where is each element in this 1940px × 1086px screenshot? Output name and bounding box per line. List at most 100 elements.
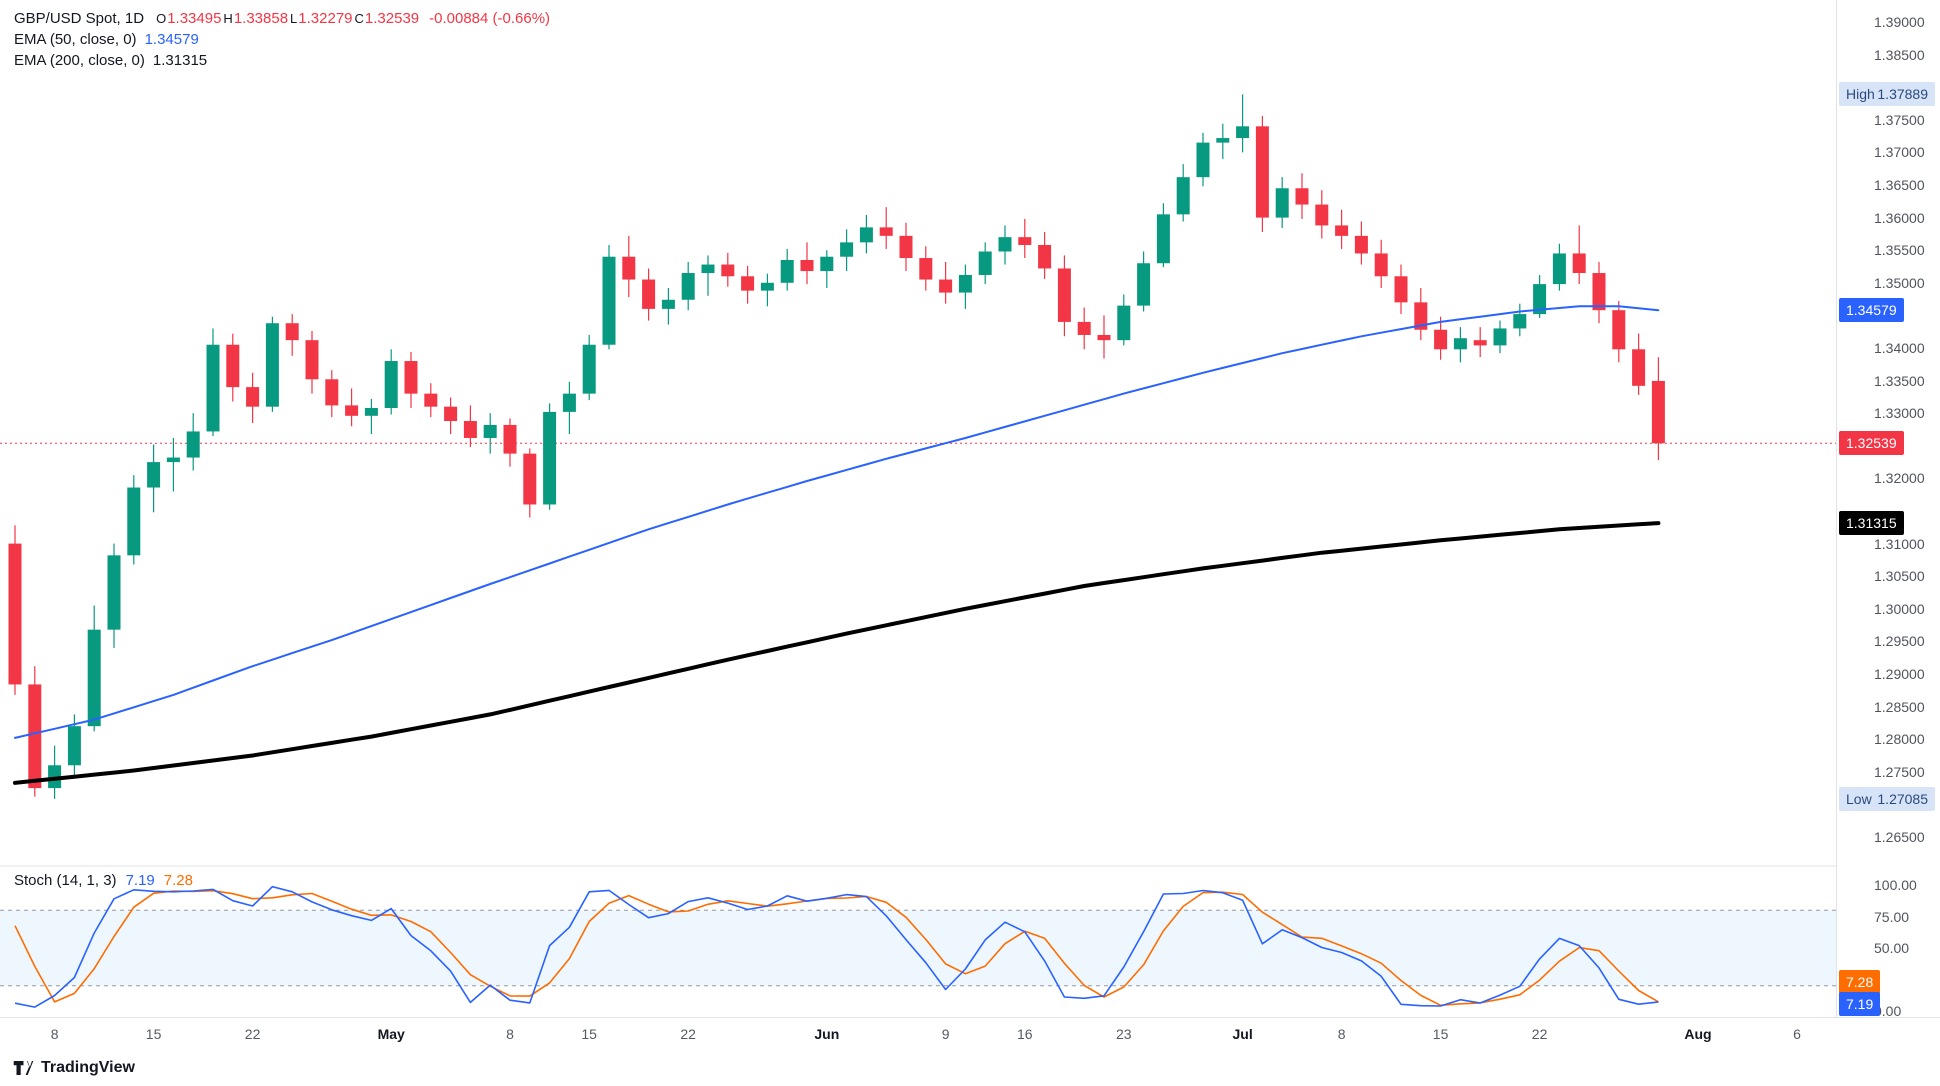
ema200-legend-row[interactable]: EMA (200, close, 0) 1.31315 — [14, 50, 550, 71]
candle — [701, 255, 715, 296]
candle — [384, 349, 398, 415]
ema-200-line — [13, 521, 1661, 785]
candle — [1196, 132, 1210, 187]
candle — [503, 418, 517, 467]
price-axis-label: 1.38500 — [1874, 46, 1925, 63]
time-axis-label: 9 — [941, 1026, 950, 1042]
candle — [642, 268, 656, 321]
time-axis-label: Aug — [1684, 1026, 1712, 1042]
ema200-value: 1.31315 — [152, 52, 208, 69]
candle — [899, 222, 913, 272]
stoch-axis-label: 0.00 — [1874, 1003, 1902, 1019]
price-axis-label: 1.28000 — [1874, 731, 1925, 748]
price-axis-label: 1.33500 — [1874, 372, 1925, 389]
ema50-price-badge: 1.34579 — [1839, 298, 1904, 323]
candle — [1077, 307, 1091, 350]
price-axis-label: 1.31000 — [1874, 535, 1925, 552]
price-axis-label: 1.35500 — [1874, 242, 1925, 259]
candle — [1335, 209, 1349, 249]
candle — [404, 351, 418, 408]
time-axis-label: Jul — [1232, 1026, 1253, 1042]
candle — [622, 235, 636, 298]
price-axis-label: 1.28500 — [1874, 698, 1925, 715]
candle — [998, 225, 1012, 265]
price-axis-label: 1.33000 — [1874, 405, 1925, 422]
price-axis-label: 1.36000 — [1874, 209, 1925, 226]
stoch-k-value: 7.19 — [125, 872, 155, 889]
candle — [939, 261, 953, 304]
candle — [1018, 218, 1032, 259]
candle — [978, 242, 992, 285]
candle — [1255, 115, 1269, 232]
ema200-price-badge: 1.31315 — [1839, 511, 1904, 536]
price-axis-label: 1.27500 — [1874, 763, 1925, 780]
stoch-legend-row[interactable]: Stoch (14, 1, 3) 7.19 7.28 — [14, 872, 193, 889]
ema50-label: EMA (50, close, 0) — [14, 31, 137, 48]
candle — [345, 388, 359, 427]
ema-50-line — [14, 305, 1660, 739]
time-axis-label: 22 — [680, 1026, 696, 1042]
low-price-badge: Low 1.27085 — [1839, 786, 1935, 811]
time-axis-label: 15 — [145, 1026, 162, 1042]
candle — [760, 273, 774, 307]
candle — [1533, 274, 1547, 319]
candle — [1552, 243, 1566, 291]
candle — [1236, 94, 1250, 153]
time-axis-label: 22 — [244, 1026, 261, 1042]
price-axis-label: 1.37500 — [1874, 111, 1925, 128]
ohlc-l-value: L1.32279 — [290, 10, 353, 27]
candle — [661, 288, 675, 325]
stoch-band-fill — [0, 910, 1836, 986]
candle — [424, 383, 438, 418]
candle — [523, 448, 537, 518]
time-axis-label: May — [377, 1026, 405, 1042]
candle — [206, 328, 220, 437]
price-axis-label: 1.32000 — [1874, 470, 1925, 487]
time-axis[interactable]: 8 15 22 May 8 15 22 Jun 9 16 23 Jul 8 15 22 Aug 6 — [0, 1017, 1940, 1051]
symbol-legend-row[interactable]: GBP/USD Spot, 1D O1.33495 H1.33858 L1.3227… — [14, 8, 550, 29]
candle — [741, 265, 755, 304]
candle — [602, 244, 616, 350]
candle — [820, 250, 834, 289]
candle — [226, 333, 240, 402]
candle — [1374, 239, 1388, 289]
candle — [1592, 261, 1606, 324]
time-axis-label: 22 — [1531, 1026, 1548, 1042]
ema50-legend-row[interactable]: EMA (50, close, 0) 1.34579 — [14, 29, 550, 50]
price-axis-label: 1.34000 — [1874, 340, 1925, 356]
time-axis-label: 8 — [50, 1026, 59, 1042]
candle — [1176, 164, 1190, 222]
candle — [1493, 320, 1507, 354]
price-axis[interactable]: 1.39000 1.38500 1.37500 1.37000 1.36500 1.360… — [1836, 0, 1940, 1019]
stoch-axis-label: 50.00 — [1874, 940, 1910, 956]
time-axis-label: 15 — [1432, 1026, 1449, 1042]
candle — [1651, 357, 1665, 461]
price-axis-label: 1.29500 — [1874, 633, 1925, 650]
last-price-badge: 1.32539 — [1839, 431, 1904, 456]
candle — [246, 372, 260, 423]
ohlc-values: O1.33495 H1.33858 L1.32279 C1.32539 — [156, 8, 421, 29]
candle — [1473, 327, 1487, 358]
candle — [859, 214, 873, 254]
stoch-label: Stoch (14, 1, 3) — [14, 872, 117, 889]
ohlc-c-value: C1.32539 — [354, 10, 420, 27]
candle — [681, 261, 695, 311]
stoch-k-line — [14, 885, 1659, 1008]
candle — [166, 437, 180, 492]
tradingview-logo-text[interactable]: TradingView — [41, 1059, 135, 1076]
candle — [562, 381, 576, 435]
change-value: -0.00884 (-0.66%) — [429, 10, 551, 27]
candle — [87, 605, 101, 732]
chart-canvas[interactable] — [0, 0, 1836, 1017]
price-axis-label: 1.26500 — [1874, 829, 1925, 845]
candle — [463, 405, 477, 448]
candle — [325, 370, 339, 418]
ohlc-o-value: O1.33495 — [156, 10, 222, 27]
price-axis-label: 1.37000 — [1874, 144, 1925, 161]
candle — [186, 413, 200, 471]
candle — [8, 525, 22, 695]
price-axis-label: 1.29000 — [1874, 666, 1925, 682]
price-axis-label: 1.36500 — [1874, 177, 1925, 193]
price-axis-label: 1.39000 — [1874, 14, 1925, 30]
